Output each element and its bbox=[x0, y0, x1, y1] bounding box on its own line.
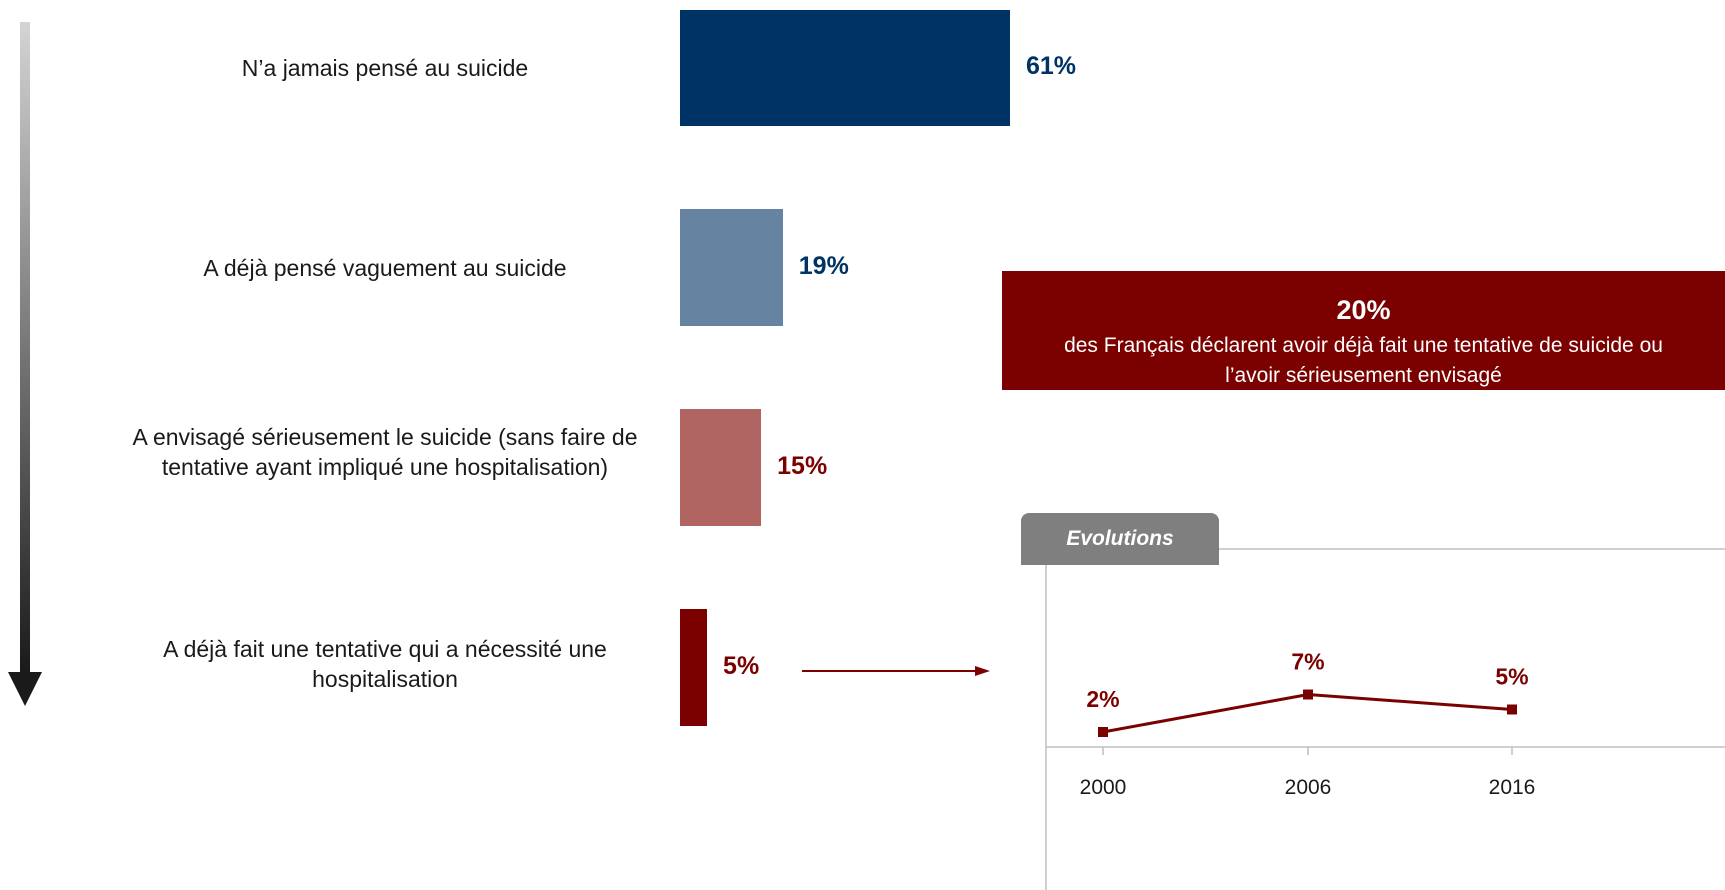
data-point-2016 bbox=[1507, 704, 1517, 715]
category-label-attempt: A déjà fait une tentative qui a nécessit… bbox=[163, 636, 607, 692]
category-label-never: N’a jamais pensé au suicide bbox=[241, 55, 529, 81]
data-label-2006: 7% bbox=[1291, 649, 1324, 675]
callout-text: des Français déclarent avoir déjà fait u… bbox=[1064, 334, 1663, 387]
arrow-down-icon bbox=[8, 672, 42, 706]
data-label-2016: 5% bbox=[1495, 664, 1528, 690]
value-label-seriously: 15% bbox=[777, 451, 828, 480]
x-tick-label-2006: 2006 bbox=[1285, 776, 1332, 799]
data-label-2000: 2% bbox=[1086, 686, 1119, 712]
category-label-vaguely: A déjà pensé vaguement au suicide bbox=[203, 255, 567, 281]
data-point-2006 bbox=[1303, 689, 1313, 700]
bar-never bbox=[680, 10, 1010, 126]
value-label-attempt: 5% bbox=[723, 651, 760, 680]
bar-attempt bbox=[680, 609, 708, 726]
value-label-vaguely: 19% bbox=[798, 251, 849, 280]
x-tick-label-2000: 2000 bbox=[1080, 776, 1127, 799]
highlight-callout: 20% des Français déclarent avoir déjà fa… bbox=[1002, 271, 1725, 390]
callout-value: 20% bbox=[1336, 295, 1391, 325]
evolution-line-chart: 2% 2000 7% 2006 5% 2016 bbox=[1046, 649, 1725, 799]
x-tick-label-2016: 2016 bbox=[1489, 776, 1536, 799]
gradient-arrow-shaft bbox=[20, 22, 30, 672]
connector-arrow bbox=[802, 666, 990, 676]
data-point-2000 bbox=[1098, 727, 1108, 737]
evolution-series-line bbox=[1102, 692, 1513, 734]
value-label-never: 61% bbox=[1026, 52, 1077, 80]
evolution-tab-title: Evolutions bbox=[1021, 513, 1219, 565]
bar-seriously bbox=[680, 409, 762, 526]
bar-vaguely bbox=[680, 209, 783, 326]
category-label-seriously: A envisagé sérieusement le suicide (sans… bbox=[132, 424, 638, 480]
